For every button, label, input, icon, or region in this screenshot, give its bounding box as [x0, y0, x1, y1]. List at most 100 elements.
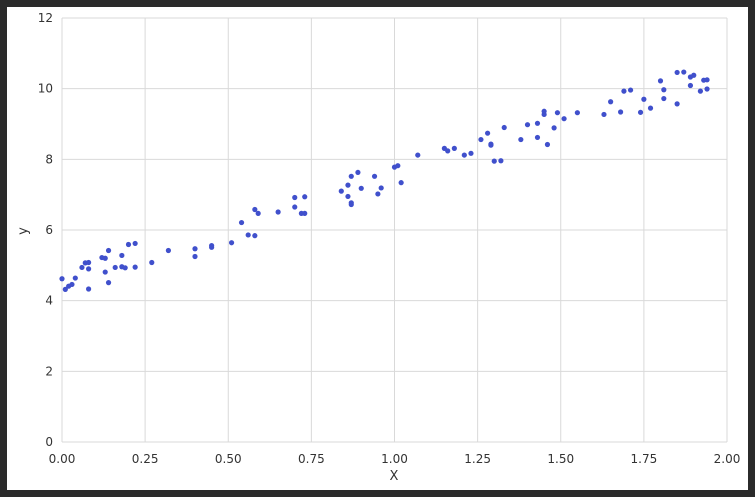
data-point	[618, 109, 624, 115]
data-point	[228, 240, 235, 246]
data-points	[59, 69, 710, 292]
x-tick-label: 0.25	[132, 452, 159, 466]
y-tick-label: 10	[38, 82, 53, 96]
data-point	[122, 265, 128, 271]
data-point	[292, 194, 298, 201]
data-point	[86, 266, 92, 272]
y-tick-label: 0	[45, 435, 53, 449]
data-point	[275, 209, 281, 215]
data-point	[501, 124, 507, 131]
grid	[61, 17, 728, 443]
data-point	[468, 150, 474, 156]
data-point	[252, 206, 258, 213]
data-point	[498, 158, 504, 164]
y-tick-label: 6	[45, 223, 53, 237]
data-point	[661, 87, 667, 93]
data-point	[524, 122, 531, 128]
data-point	[395, 163, 401, 169]
data-point	[255, 210, 261, 216]
data-point	[348, 201, 354, 208]
data-point	[485, 130, 491, 136]
data-point	[132, 264, 138, 270]
data-point	[355, 169, 361, 176]
data-point	[415, 152, 421, 158]
data-point	[102, 255, 108, 261]
data-point	[338, 188, 344, 194]
data-point	[534, 134, 541, 141]
data-point	[371, 173, 378, 179]
data-point	[245, 232, 251, 238]
data-point	[149, 259, 155, 266]
data-point	[687, 82, 694, 89]
data-point	[518, 136, 524, 143]
data-point	[544, 141, 551, 148]
x-tick-label: 2.00	[714, 452, 741, 466]
data-point	[105, 280, 112, 286]
x-tick-label: 1.00	[381, 452, 408, 466]
data-point	[132, 240, 138, 247]
data-point	[345, 182, 351, 188]
data-point	[647, 105, 654, 111]
data-point	[79, 264, 85, 271]
data-point	[86, 286, 92, 292]
data-point	[119, 252, 125, 259]
data-point	[561, 116, 567, 122]
data-point	[302, 194, 308, 200]
data-point	[165, 247, 171, 254]
data-point	[451, 145, 457, 151]
y-axis-label: y	[16, 227, 31, 235]
data-point	[398, 180, 404, 186]
data-point	[554, 110, 561, 116]
data-point	[345, 193, 351, 200]
data-point	[674, 69, 680, 76]
tick-labels: 0.00 0.25 0.50 0.75 1.00 1.25 1.50 1.75 2.00 0 2 4 6…	[38, 11, 741, 466]
data-point	[252, 233, 258, 239]
y-tick-label: 12	[38, 11, 53, 25]
data-point	[112, 264, 118, 271]
data-point	[209, 244, 215, 250]
data-point	[62, 286, 68, 292]
x-tick-label: 1.75	[631, 452, 658, 466]
data-point	[601, 111, 607, 118]
data-point	[608, 99, 614, 105]
y-tick-label: 8	[45, 152, 53, 166]
data-point	[238, 219, 245, 226]
data-point	[621, 88, 627, 94]
data-point	[69, 281, 75, 288]
data-point	[697, 88, 704, 94]
data-point	[461, 152, 467, 158]
data-point	[192, 246, 198, 252]
data-point	[358, 185, 364, 191]
data-point	[102, 269, 108, 275]
data-point	[551, 125, 557, 131]
data-point	[445, 148, 451, 154]
y-tick-label: 4	[45, 294, 53, 308]
x-axis-label: X	[390, 469, 399, 484]
x-tick-label: 0.50	[215, 452, 242, 466]
data-point	[302, 210, 308, 216]
data-point	[637, 109, 644, 115]
data-point	[541, 108, 547, 114]
data-point	[375, 191, 381, 197]
data-point	[192, 253, 198, 260]
data-point	[627, 87, 634, 93]
data-point	[478, 136, 484, 143]
data-point	[105, 247, 112, 254]
x-tick-label: 1.50	[547, 452, 574, 466]
y-tick-label: 2	[45, 364, 53, 378]
data-point	[657, 78, 664, 84]
data-point	[674, 101, 680, 107]
data-point	[348, 173, 354, 179]
data-point	[534, 120, 541, 126]
x-tick-label: 1.25	[464, 452, 491, 466]
x-tick-label: 0.00	[49, 452, 76, 466]
data-point	[378, 185, 384, 191]
data-point	[681, 69, 687, 75]
data-point	[574, 110, 580, 116]
chart-figure: 0.00 0.25 0.50 0.75 1.00 1.25 1.50 1.75 2.00 0 2 4 6…	[7, 7, 748, 490]
data-point	[704, 86, 710, 92]
x-tick-label: 0.75	[298, 452, 325, 466]
data-point	[59, 276, 65, 282]
data-point	[86, 259, 92, 266]
scatter-chart: 0.00 0.25 0.50 0.75 1.00 1.25 1.50 1.75 2.00 0 2 4 6…	[16, 11, 741, 484]
